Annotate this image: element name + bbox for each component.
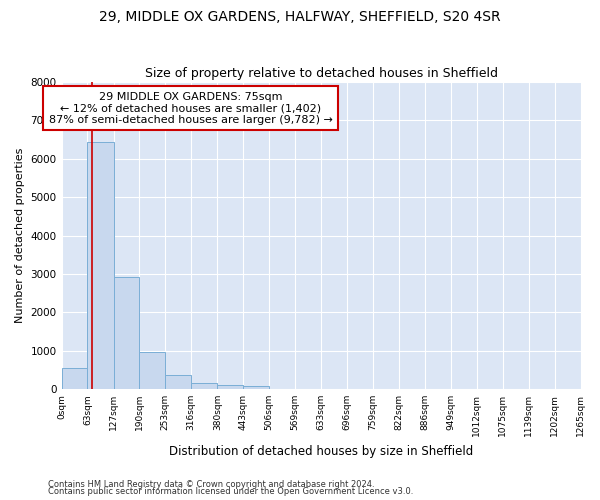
Text: 29 MIDDLE OX GARDENS: 75sqm
← 12% of detached houses are smaller (1,402)
87% of : 29 MIDDLE OX GARDENS: 75sqm ← 12% of det… bbox=[49, 92, 333, 125]
Text: Contains HM Land Registry data © Crown copyright and database right 2024.: Contains HM Land Registry data © Crown c… bbox=[48, 480, 374, 489]
Bar bbox=[88, 142, 113, 389]
X-axis label: Distribution of detached houses by size in Sheffield: Distribution of detached houses by size … bbox=[169, 444, 473, 458]
Bar bbox=[62, 368, 88, 389]
Bar bbox=[217, 385, 243, 389]
Text: Contains public sector information licensed under the Open Government Licence v3: Contains public sector information licen… bbox=[48, 488, 413, 496]
Bar bbox=[113, 277, 139, 389]
Bar bbox=[139, 352, 166, 389]
Y-axis label: Number of detached properties: Number of detached properties bbox=[15, 148, 25, 324]
Bar bbox=[243, 386, 269, 389]
Bar bbox=[191, 383, 217, 389]
Text: 29, MIDDLE OX GARDENS, HALFWAY, SHEFFIELD, S20 4SR: 29, MIDDLE OX GARDENS, HALFWAY, SHEFFIEL… bbox=[99, 10, 501, 24]
Title: Size of property relative to detached houses in Sheffield: Size of property relative to detached ho… bbox=[145, 66, 497, 80]
Bar bbox=[166, 376, 191, 389]
